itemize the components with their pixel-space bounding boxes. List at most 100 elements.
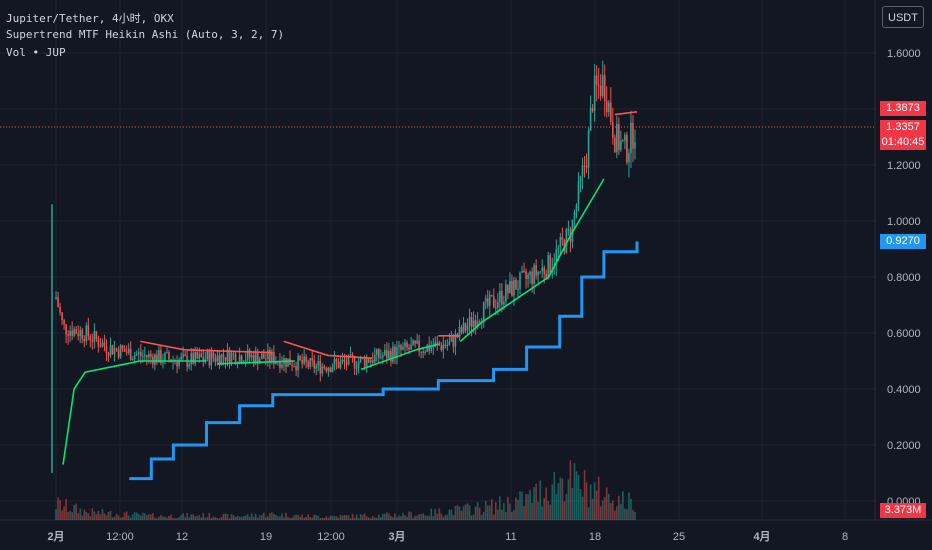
candle-body [369, 360, 372, 363]
volume-bar [77, 513, 80, 520]
volume-bar [313, 514, 316, 520]
volume-bar [111, 517, 114, 520]
volume-bar [373, 517, 376, 520]
candle-body [632, 122, 634, 149]
volume-bar [452, 515, 455, 520]
volume-bar [492, 514, 495, 520]
volume-bar [517, 499, 519, 520]
volume-bar [125, 511, 128, 520]
candle-body [396, 347, 398, 359]
volume-bar [448, 509, 451, 520]
candle-body [573, 212, 576, 220]
volume-bar [424, 515, 426, 520]
candle-body [377, 349, 380, 358]
candle-body [196, 351, 199, 359]
volume-bar [218, 518, 221, 520]
volume-bar [400, 516, 402, 520]
volume-bar [69, 511, 71, 520]
volume-bar [470, 515, 473, 520]
candle-body [166, 352, 168, 354]
candle-body [412, 340, 414, 345]
candle-body [73, 329, 75, 336]
candle-body [521, 270, 523, 273]
volume-bar [446, 514, 449, 520]
x-tick-label: 12 [176, 531, 188, 543]
volume-bar [180, 515, 182, 520]
volume-bar [412, 517, 414, 520]
candle-body [327, 367, 330, 372]
candle-body [192, 353, 195, 364]
candle-body [505, 284, 507, 302]
volume-bar [279, 516, 281, 520]
volume-bar [529, 489, 531, 520]
volume-bar [267, 516, 269, 520]
candle-body [107, 353, 110, 356]
candle-body [313, 360, 316, 369]
volume-bar [222, 514, 225, 520]
volume-bar [113, 516, 116, 520]
volume-bar [143, 513, 146, 520]
candle-body [101, 342, 104, 347]
candle-body [89, 336, 92, 341]
volume-bar [442, 516, 445, 520]
currency-unit-button[interactable]: USDT [882, 6, 924, 28]
volume-bar [537, 501, 539, 520]
volume-bar [287, 517, 289, 520]
candle-body [408, 347, 410, 350]
x-tick-label: 8 [842, 531, 848, 543]
candle-body [230, 353, 233, 364]
x-tick-label: 11 [505, 531, 516, 543]
volume-bar [166, 517, 168, 520]
volume-bar [200, 517, 203, 520]
mtf-band-tag: 0.9270 [880, 234, 926, 249]
volume-bar [632, 509, 634, 520]
volume-bar [93, 511, 96, 520]
volume-tag: 3.373M [880, 503, 926, 518]
indicator-legend[interactable]: Supertrend MTF Heikin Ashi (Auto, 3, 2, … [6, 28, 285, 41]
volume-bar [505, 512, 507, 520]
volume-bar [438, 508, 441, 520]
candle-body [466, 326, 469, 331]
symbol-legend[interactable]: Jupiter/Tether, 4小时, OKX [6, 12, 174, 25]
candle-body [414, 340, 416, 344]
candle-body [634, 142, 636, 149]
x-tick-label: 12:00 [106, 531, 134, 543]
candle-body [531, 271, 533, 284]
volume-bar [186, 513, 188, 520]
volume-bar [511, 511, 513, 520]
candle-body [349, 354, 352, 356]
candle-body [216, 355, 219, 362]
volume-legend[interactable]: Vol • JUP [6, 46, 66, 59]
candle-body [250, 354, 253, 358]
volume-bar [311, 517, 314, 520]
candle-body [329, 367, 332, 372]
candle-body [579, 175, 582, 182]
candle-body [117, 349, 120, 358]
candle-body [103, 342, 106, 347]
volume-bar [422, 513, 424, 520]
volume-bar [347, 515, 350, 520]
candle-body [123, 348, 126, 352]
volume-bar [135, 512, 138, 520]
candle-body [248, 350, 251, 358]
volume-bar [156, 518, 158, 520]
candle-body [607, 102, 610, 113]
volume-bar [474, 506, 477, 520]
candle-body [365, 358, 368, 367]
candle-body [202, 357, 205, 361]
candle-body [331, 367, 334, 372]
volume-bar [65, 498, 67, 520]
volume-bar [408, 511, 410, 520]
volume-bar [176, 518, 178, 520]
volume-bar [289, 518, 291, 520]
candle-body [494, 307, 497, 309]
candle-body [301, 360, 303, 364]
volume-bar [575, 471, 578, 520]
candle-body [303, 356, 305, 364]
candle-body [581, 165, 584, 176]
candle-body [95, 331, 98, 340]
y-tick-label: 1.6000 [887, 48, 921, 60]
volume-bar [436, 513, 439, 520]
candle-body [464, 322, 467, 331]
